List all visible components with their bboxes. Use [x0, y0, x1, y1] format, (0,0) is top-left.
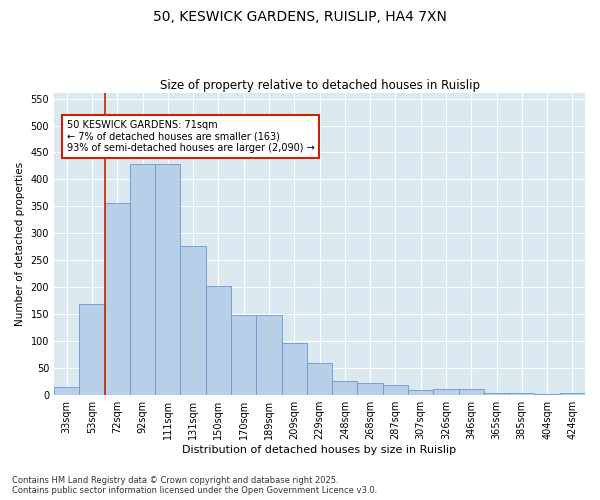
Bar: [256, 315, 281, 395]
Bar: [181, 246, 206, 395]
Title: Size of property relative to detached houses in Ruislip: Size of property relative to detached ho…: [160, 79, 479, 92]
Bar: [535, 394, 560, 395]
Text: Contains HM Land Registry data © Crown copyright and database right 2025.
Contai: Contains HM Land Registry data © Crown c…: [12, 476, 377, 495]
X-axis label: Distribution of detached houses by size in Ruislip: Distribution of detached houses by size …: [182, 445, 457, 455]
Bar: [560, 393, 585, 395]
Bar: [104, 202, 130, 395]
Bar: [383, 386, 408, 395]
Bar: [307, 364, 332, 395]
Bar: [484, 392, 509, 395]
Bar: [408, 390, 433, 395]
Bar: [231, 315, 256, 395]
Bar: [358, 384, 383, 395]
Bar: [433, 388, 458, 395]
Bar: [54, 387, 79, 395]
Bar: [206, 286, 231, 395]
Bar: [509, 393, 535, 395]
Y-axis label: Number of detached properties: Number of detached properties: [15, 162, 25, 326]
Bar: [281, 343, 307, 395]
Bar: [79, 304, 104, 395]
Text: 50 KESWICK GARDENS: 71sqm
← 7% of detached houses are smaller (163)
93% of semi-: 50 KESWICK GARDENS: 71sqm ← 7% of detach…: [67, 120, 314, 154]
Bar: [155, 164, 181, 395]
Bar: [130, 164, 155, 395]
Bar: [458, 388, 484, 395]
Bar: [332, 380, 358, 395]
Text: 50, KESWICK GARDENS, RUISLIP, HA4 7XN: 50, KESWICK GARDENS, RUISLIP, HA4 7XN: [153, 10, 447, 24]
